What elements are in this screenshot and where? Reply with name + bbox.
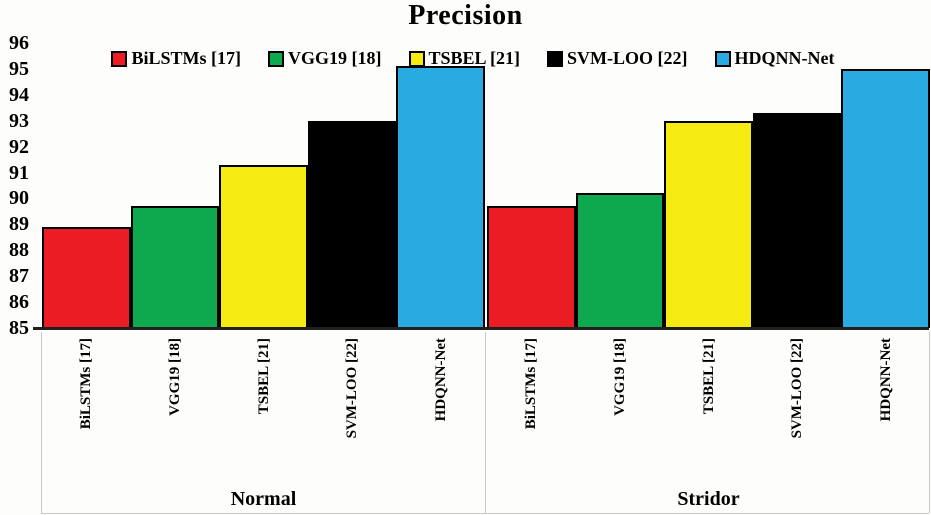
y-axis-tick-94: 94 <box>9 83 29 106</box>
legend-item-hdqnn-net: HDQNN-Net <box>714 48 835 69</box>
y-axis-tick-90: 90 <box>9 187 29 210</box>
legend-label: HDQNN-Net <box>734 48 835 68</box>
legend-label: SVM-LOO [22] <box>567 48 688 68</box>
x-axis-label-stridor-vgg19-18: VGG19 [18] <box>611 338 628 416</box>
chart-legend: BiLSTMs [17] VGG19 [18] TSBEL [21] SVM-LOO … <box>33 48 913 69</box>
bar-stridor-tsbel-21 <box>664 120 753 328</box>
label-box-divider-2 <box>929 332 930 513</box>
bar-stridor-svm-loo-22 <box>752 112 842 328</box>
legend-label: BiLSTMs [17] <box>131 48 241 68</box>
legend-label: VGG19 [18] <box>288 48 382 68</box>
group-label-stridor: Stridor <box>677 488 740 510</box>
y-axis-tick-89: 89 <box>9 213 29 236</box>
bar-normal-tsbel-21 <box>219 164 308 328</box>
y-axis-tick-95: 95 <box>9 57 29 80</box>
legend-marker-hdqnn-net <box>714 50 731 67</box>
bar-stridor-hdqnn-net <box>841 68 930 328</box>
bar-normal-vgg19-18 <box>130 206 220 328</box>
x-axis-label-normal-tsbel-21: TSBEL [21] <box>255 338 272 415</box>
y-axis-tick-86: 86 <box>9 291 29 314</box>
legend-marker-svm-loo-22 <box>547 50 564 67</box>
y-axis-tick-85: 85 <box>9 317 29 339</box>
y-axis-tick-96: 96 <box>9 32 29 54</box>
y-axis-tick-93: 93 <box>9 109 29 132</box>
legend-item-vgg19-18: VGG19 [18] <box>268 48 382 69</box>
bar-stridor-vgg19-18 <box>575 193 665 328</box>
x-axis-label-stridor-bilstms-17: BiLSTMs [17] <box>523 338 540 430</box>
x-axis-label-normal-vgg19-18: VGG19 [18] <box>166 338 183 416</box>
x-axis-label-normal-svm-loo-22: SVM-LOO [22] <box>344 338 361 439</box>
y-axis-tick-92: 92 <box>9 135 29 158</box>
y-axis-tick-87: 87 <box>9 265 29 288</box>
group-label-normal: Normal <box>230 488 297 510</box>
legend-marker-vgg19-18 <box>268 50 284 67</box>
label-box-bottom-line <box>41 513 929 514</box>
legend-item-bilstms-17: BiLSTMs [17] <box>111 48 241 69</box>
bar-stridor-bilstms-17 <box>487 206 576 328</box>
x-axis-label-stridor-hdqnn-net: HDQNN-Net <box>877 338 894 422</box>
legend-marker-tsbel-21 <box>408 50 425 67</box>
legend-marker-bilstms-17 <box>111 50 128 67</box>
x-axis-label-stridor-tsbel-21: TSBEL [21] <box>700 338 717 415</box>
x-axis-label-normal-bilstms-17: BiLSTMs [17] <box>78 338 95 430</box>
label-box-divider-1 <box>485 332 486 513</box>
legend-label: TSBEL [21] <box>428 48 521 68</box>
bar-normal-svm-loo-22 <box>307 120 397 328</box>
chart-title: Precision <box>408 0 523 31</box>
legend-item-svm-loo-22: SVM-LOO [22] <box>547 48 688 69</box>
bar-normal-bilstms-17 <box>42 226 131 328</box>
y-axis-tick-91: 91 <box>9 161 29 184</box>
label-box-divider-0 <box>41 332 42 513</box>
x-axis-label-stridor-svm-loo-22: SVM-LOO [22] <box>789 338 806 439</box>
x-axis-label-normal-hdqnn-net: HDQNN-Net <box>432 338 449 422</box>
y-axis-tick-88: 88 <box>9 239 29 262</box>
bar-normal-hdqnn-net <box>396 66 485 328</box>
x-axis-line <box>33 327 929 330</box>
legend-item-tsbel-21: TSBEL [21] <box>408 48 521 69</box>
